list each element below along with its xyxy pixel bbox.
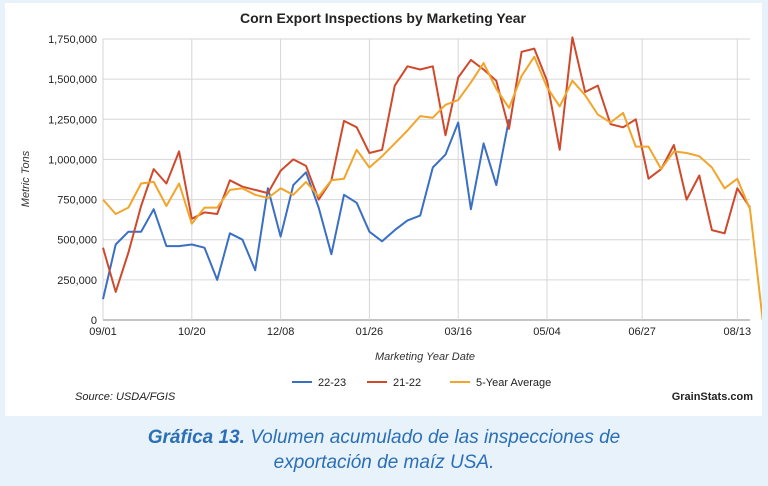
grid <box>102 38 750 321</box>
y-tick-label: 1,250,000 <box>48 114 97 126</box>
x-tick-label: 06/27 <box>628 326 656 338</box>
chart-panel: Corn Export Inspections by Marketing Yea… <box>5 3 762 416</box>
y-tick-label: 1,750,000 <box>48 34 97 46</box>
series-line-5-year-average <box>102 55 762 321</box>
figure-caption-line-1: Gráfica 13. Volumen acumulado de las ins… <box>0 426 768 450</box>
x-tick-label: 12/08 <box>267 326 295 338</box>
brand-label: GrainStats.com <box>672 391 754 403</box>
y-tick-label: 1,500,000 <box>48 74 97 86</box>
source-note: Source: USDA/FGIS <box>75 391 176 403</box>
y-tick-label: 1,000,000 <box>48 154 97 166</box>
x-axis-label: Marketing Year Date <box>375 351 475 363</box>
legend-label: 22-23 <box>318 377 346 389</box>
x-tick-label: 08/13 <box>724 326 752 338</box>
caption-lead: Gráfica 13. <box>147 427 245 448</box>
series-line-22-23 <box>102 119 510 300</box>
y-tick-label: 250,000 <box>57 275 97 287</box>
x-tick-label: 01/26 <box>356 326 384 338</box>
y-axis-label: Metric Tons <box>20 150 32 207</box>
legend-label: 5-Year Average <box>476 377 551 389</box>
x-tick-label: 10/20 <box>178 326 206 338</box>
chart-title: Corn Export Inspections by Marketing Yea… <box>240 10 527 26</box>
legend: 22-23 21-22 5-Year Average <box>292 377 551 389</box>
figure-caption-line-2: exportación de maíz USA. <box>273 452 495 473</box>
series-line-21-22 <box>102 36 751 293</box>
caption-text: Volumen acumulado de las inspecciones de <box>244 427 621 448</box>
y-tick-label: 500,000 <box>57 235 97 247</box>
y-tick-label: 750,000 <box>57 195 97 207</box>
x-tick-label: 09/01 <box>89 326 117 338</box>
x-tick-label: 05/04 <box>533 326 561 338</box>
y-tick-label: 0 <box>91 315 97 327</box>
axes: 0 250,000 500,000 750,000 1,000,000 1,250,000… <box>48 34 751 338</box>
legend-label: 21-22 <box>393 377 421 389</box>
series-lines <box>102 36 762 321</box>
x-tick-label: 03/16 <box>444 326 472 338</box>
line-chart: Corn Export Inspections by Marketing Yea… <box>20 10 762 403</box>
